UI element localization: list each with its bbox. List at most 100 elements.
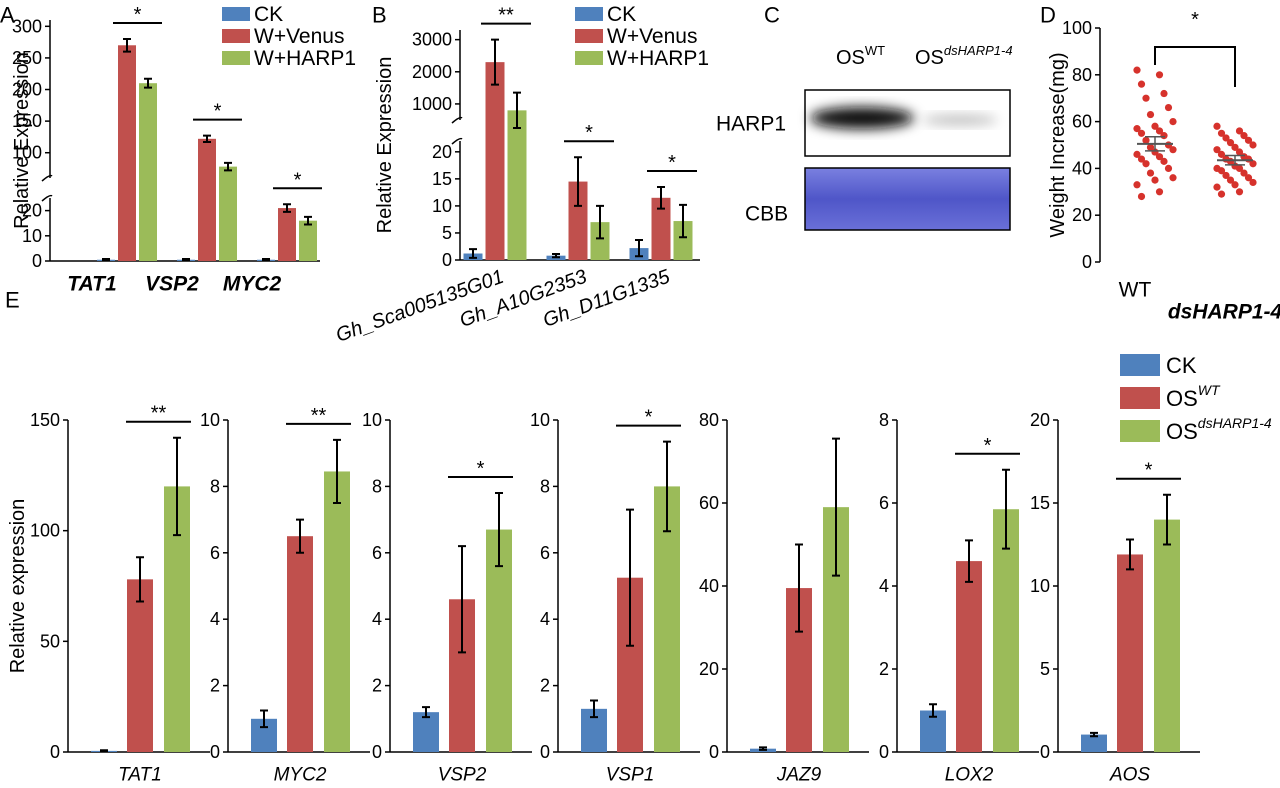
error-bar xyxy=(260,709,268,729)
axis-break xyxy=(451,137,463,145)
error-bar xyxy=(491,38,499,86)
data-point xyxy=(1142,136,1150,144)
y-tick-label: 0 xyxy=(1040,742,1050,762)
data-point xyxy=(1137,155,1146,163)
error-bar xyxy=(1002,468,1010,550)
legend-name: W+HARP1 xyxy=(607,47,709,70)
error-bar xyxy=(458,545,466,654)
legend-label: W+Venus xyxy=(254,25,344,48)
y-axis-label: Relative expression xyxy=(7,499,29,674)
y-tick-label: 100 xyxy=(12,143,42,163)
data-point xyxy=(1133,150,1141,158)
y-tick-label: 10 xyxy=(1030,576,1050,596)
data-point xyxy=(1151,122,1159,130)
y-tick-label: 40 xyxy=(699,576,719,596)
error-bar xyxy=(123,37,131,53)
y-tick-label: 10 xyxy=(22,226,42,246)
y-tick-label: 60 xyxy=(1072,112,1092,132)
data-point xyxy=(1160,89,1168,98)
bar xyxy=(287,536,313,752)
y-tick-label: 50 xyxy=(40,631,60,651)
data-point xyxy=(1155,188,1164,196)
y-tick-label: 2000 xyxy=(412,62,452,82)
y-tick-label: 200 xyxy=(12,80,42,100)
y-tick-label: 4 xyxy=(372,609,382,629)
significance-label: ** xyxy=(311,405,327,427)
y-tick-label: 20 xyxy=(1030,410,1050,430)
legend-name: CK xyxy=(607,3,636,26)
y-tick-label: 3000 xyxy=(412,30,452,50)
x-tick-label: VSP2 xyxy=(145,273,199,296)
significance-label: * xyxy=(294,169,302,191)
error-bar xyxy=(469,248,477,259)
error-bar xyxy=(965,539,973,583)
data-point xyxy=(1142,94,1150,102)
band xyxy=(922,115,998,125)
panel-label: E xyxy=(5,288,20,313)
significance-label: ** xyxy=(498,5,514,27)
legend-swatch xyxy=(1120,420,1160,442)
data-point xyxy=(1235,127,1244,135)
y-tick-label: 80 xyxy=(1072,65,1092,85)
data-point xyxy=(1240,169,1248,177)
data-point xyxy=(1164,164,1173,172)
legend-sup: WT xyxy=(1198,382,1221,398)
y-tick-label: 10 xyxy=(362,410,382,430)
legend-swatch xyxy=(575,29,603,43)
bar xyxy=(590,222,610,260)
legend-name: W+HARP1 xyxy=(254,47,356,70)
significance-label: * xyxy=(214,101,222,123)
data-point xyxy=(1222,134,1230,142)
x-tick-label: VSP1 xyxy=(606,765,655,786)
bar xyxy=(219,166,237,261)
cbb-box xyxy=(804,167,1011,231)
error-bar xyxy=(224,161,232,172)
data-point xyxy=(1169,118,1177,126)
x-tick-label: WT xyxy=(1119,279,1152,302)
legend-name: CK xyxy=(254,3,283,26)
legend-swatch xyxy=(222,51,250,65)
y-tick-label: 0 xyxy=(210,742,220,762)
error-bar xyxy=(203,134,211,143)
bar xyxy=(299,220,317,261)
legend-swatch xyxy=(1120,354,1160,376)
legend-swatch xyxy=(575,7,603,21)
error-bar xyxy=(136,556,144,603)
error-bar xyxy=(1090,731,1098,738)
significance-label: * xyxy=(984,435,992,457)
y-tick-label: 2 xyxy=(879,659,889,679)
y-tick-label: 0 xyxy=(372,742,382,762)
significance-label: * xyxy=(645,407,653,429)
y-tick-label: 300 xyxy=(12,16,42,36)
bar xyxy=(1117,554,1143,752)
axis-break xyxy=(451,116,463,124)
bar xyxy=(1154,519,1180,752)
panel-label: C xyxy=(764,3,780,28)
y-tick-label: 0 xyxy=(1082,252,1092,272)
legend-name: W+Venus xyxy=(607,25,697,48)
x-tick-label: TAT1 xyxy=(118,765,162,786)
data-point xyxy=(1155,71,1164,79)
data-point xyxy=(1155,153,1164,161)
data-point xyxy=(1217,129,1226,137)
y-tick-label: 20 xyxy=(1072,205,1092,225)
y-axis-label: Weight Increase(mg) xyxy=(1047,52,1069,237)
row-label: HARP1 xyxy=(716,113,786,136)
error-bar xyxy=(296,518,304,554)
error-bar xyxy=(626,508,634,647)
y-tick-label: 5 xyxy=(1040,659,1050,679)
y-tick-label: 40 xyxy=(1072,158,1092,178)
significance-label: * xyxy=(1191,9,1199,31)
y-tick-label: 6 xyxy=(210,543,220,563)
data-point xyxy=(1231,181,1239,189)
significance-label: ** xyxy=(151,403,167,425)
x-tick-label: JAZ9 xyxy=(776,765,822,786)
data-point xyxy=(1146,169,1155,177)
error-bar xyxy=(495,492,503,568)
lane-name: OS xyxy=(836,47,865,69)
x-tick-label: dsHARP1-4 xyxy=(1168,301,1280,324)
y-tick-label: 10 xyxy=(530,410,550,430)
data-point xyxy=(1249,160,1257,168)
error-bar xyxy=(552,253,560,259)
y-tick-label: 150 xyxy=(12,111,42,131)
